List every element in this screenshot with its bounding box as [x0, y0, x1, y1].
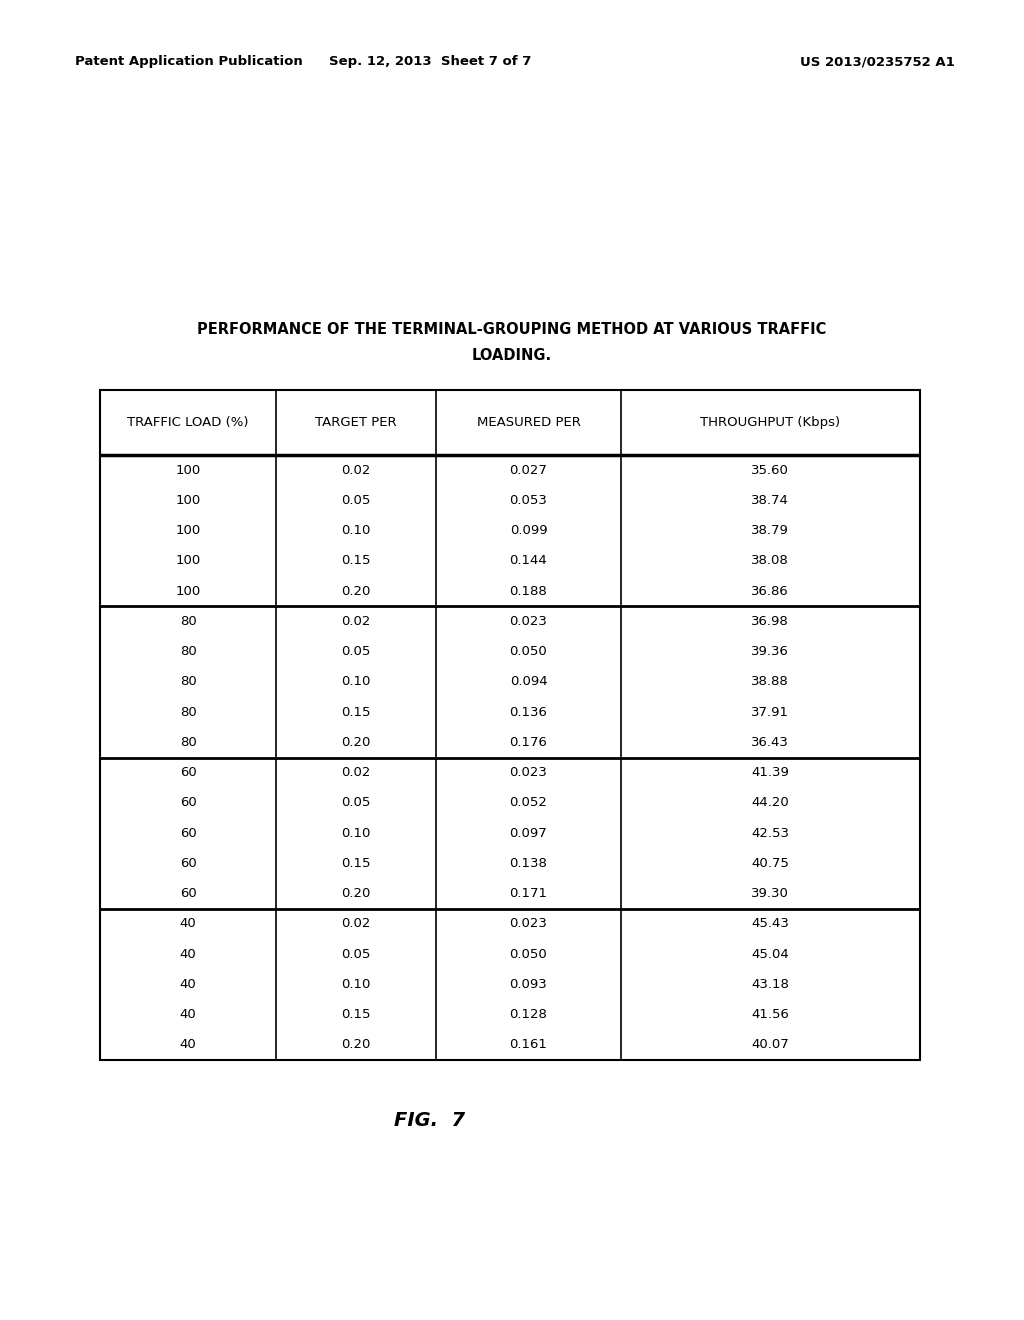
Text: 0.138: 0.138 — [510, 857, 548, 870]
Text: 60: 60 — [180, 826, 197, 840]
Text: Sep. 12, 2013  Sheet 7 of 7: Sep. 12, 2013 Sheet 7 of 7 — [329, 55, 531, 69]
Text: PERFORMANCE OF THE TERMINAL-GROUPING METHOD AT VARIOUS TRAFFIC: PERFORMANCE OF THE TERMINAL-GROUPING MET… — [198, 322, 826, 338]
Text: 0.128: 0.128 — [510, 1008, 548, 1022]
Text: 100: 100 — [175, 494, 201, 507]
Text: 0.05: 0.05 — [342, 645, 371, 659]
Text: 0.023: 0.023 — [510, 917, 548, 931]
Text: 0.10: 0.10 — [342, 978, 371, 991]
Text: 40: 40 — [180, 978, 197, 991]
Text: 40: 40 — [180, 1008, 197, 1022]
Text: 39.30: 39.30 — [752, 887, 790, 900]
Text: 40: 40 — [180, 1039, 197, 1051]
Text: 0.099: 0.099 — [510, 524, 547, 537]
Text: 36.43: 36.43 — [752, 735, 790, 748]
Text: 41.39: 41.39 — [752, 766, 790, 779]
Text: 80: 80 — [180, 645, 197, 659]
Text: 0.02: 0.02 — [342, 766, 371, 779]
Text: 0.10: 0.10 — [342, 676, 371, 688]
Text: 80: 80 — [180, 615, 197, 628]
Text: 0.02: 0.02 — [342, 615, 371, 628]
Text: 100: 100 — [175, 554, 201, 568]
Text: 0.093: 0.093 — [510, 978, 547, 991]
Text: 35.60: 35.60 — [752, 463, 790, 477]
Text: 0.15: 0.15 — [341, 1008, 371, 1022]
Text: 100: 100 — [175, 463, 201, 477]
Text: 80: 80 — [180, 676, 197, 688]
Text: MEASURED PER: MEASURED PER — [476, 416, 581, 429]
Text: 0.171: 0.171 — [510, 887, 548, 900]
Text: 42.53: 42.53 — [752, 826, 790, 840]
Text: 40.75: 40.75 — [752, 857, 790, 870]
Text: 40: 40 — [180, 948, 197, 961]
Text: 36.86: 36.86 — [752, 585, 790, 598]
Text: 0.144: 0.144 — [510, 554, 547, 568]
Text: 44.20: 44.20 — [752, 796, 790, 809]
Text: 0.10: 0.10 — [342, 524, 371, 537]
Text: 0.161: 0.161 — [510, 1039, 548, 1051]
Text: 39.36: 39.36 — [752, 645, 790, 659]
Text: 60: 60 — [180, 766, 197, 779]
Text: 41.56: 41.56 — [752, 1008, 790, 1022]
Text: 100: 100 — [175, 524, 201, 537]
Text: 0.05: 0.05 — [342, 948, 371, 961]
Text: 60: 60 — [180, 887, 197, 900]
Text: 45.04: 45.04 — [752, 948, 790, 961]
Text: 0.176: 0.176 — [510, 735, 548, 748]
Text: 40.07: 40.07 — [752, 1039, 790, 1051]
Text: 38.79: 38.79 — [752, 524, 790, 537]
Text: 0.20: 0.20 — [342, 585, 371, 598]
Text: 80: 80 — [180, 735, 197, 748]
Text: 0.027: 0.027 — [510, 463, 548, 477]
Text: LOADING.: LOADING. — [472, 347, 552, 363]
Text: 38.88: 38.88 — [752, 676, 790, 688]
Text: 0.05: 0.05 — [342, 796, 371, 809]
Text: 0.15: 0.15 — [341, 554, 371, 568]
Text: Patent Application Publication: Patent Application Publication — [75, 55, 303, 69]
Text: 38.74: 38.74 — [752, 494, 790, 507]
Text: 40: 40 — [180, 917, 197, 931]
Text: 43.18: 43.18 — [752, 978, 790, 991]
Text: 45.43: 45.43 — [752, 917, 790, 931]
Text: THROUGHPUT (Kbps): THROUGHPUT (Kbps) — [700, 416, 841, 429]
Text: 0.20: 0.20 — [342, 1039, 371, 1051]
Text: 36.98: 36.98 — [752, 615, 790, 628]
Text: 0.094: 0.094 — [510, 676, 547, 688]
Text: US 2013/0235752 A1: US 2013/0235752 A1 — [800, 55, 954, 69]
Text: 0.050: 0.050 — [510, 948, 547, 961]
Text: 60: 60 — [180, 857, 197, 870]
Text: 0.023: 0.023 — [510, 615, 548, 628]
Text: 0.050: 0.050 — [510, 645, 547, 659]
Text: 0.023: 0.023 — [510, 766, 548, 779]
Text: TRAFFIC LOAD (%): TRAFFIC LOAD (%) — [127, 416, 249, 429]
Text: 0.02: 0.02 — [342, 917, 371, 931]
Text: 38.08: 38.08 — [752, 554, 790, 568]
Text: 0.052: 0.052 — [510, 796, 548, 809]
Text: 60: 60 — [180, 796, 197, 809]
Text: 0.20: 0.20 — [342, 735, 371, 748]
Text: 80: 80 — [180, 706, 197, 718]
Text: 0.15: 0.15 — [341, 706, 371, 718]
Text: 0.053: 0.053 — [510, 494, 548, 507]
Text: 0.15: 0.15 — [341, 857, 371, 870]
Text: 0.097: 0.097 — [510, 826, 547, 840]
Text: 0.10: 0.10 — [342, 826, 371, 840]
Text: 0.05: 0.05 — [342, 494, 371, 507]
Text: 0.188: 0.188 — [510, 585, 547, 598]
Text: 37.91: 37.91 — [752, 706, 790, 718]
Bar — [100, 389, 920, 1060]
Text: 0.20: 0.20 — [342, 887, 371, 900]
Text: TARGET PER: TARGET PER — [315, 416, 397, 429]
Text: FIG.  7: FIG. 7 — [394, 1110, 466, 1130]
Text: 100: 100 — [175, 585, 201, 598]
Text: 0.136: 0.136 — [510, 706, 548, 718]
Text: 0.02: 0.02 — [342, 463, 371, 477]
